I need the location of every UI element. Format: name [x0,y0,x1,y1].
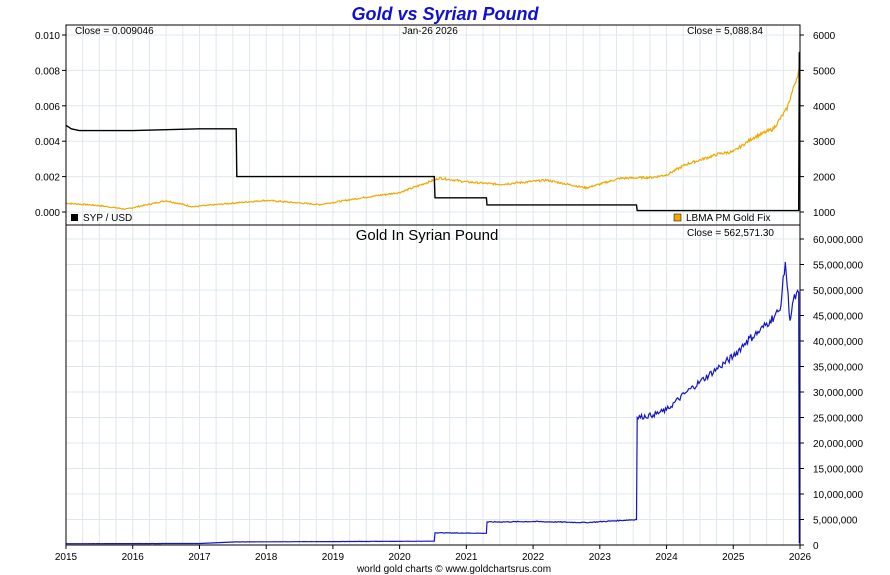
x-tick-label: 2026 [789,552,812,563]
y-right-tick-label: 1000 [813,208,836,219]
legend-swatch-lbma-gold [673,213,682,222]
y-right-tick-label: 50,000,000 [813,286,863,297]
y-right-tick-label: 55,000,000 [813,261,863,272]
bottom-panel: 0 5,000,000 10,000,000 15,000,000 20,000,000… [55,224,863,563]
top-date-label: Jan-26 2026 [402,26,458,37]
y-right-tick-label: 0 [813,541,819,552]
y-right-tick-label: 60,000,000 [813,235,863,246]
x-tick-label: 2023 [589,552,612,563]
legend-swatch-syp-usd [71,214,78,221]
y-right-tick-label: 45,000,000 [813,312,863,323]
x-tick-label: 2017 [188,552,211,563]
y-right-tick-label: 25,000,000 [813,414,863,425]
x-tick-label: 2016 [122,552,145,563]
top-left-close-label: Close = 0.009046 [75,26,154,37]
top-right-axis: 1000 2000 3000 4000 5000 6000 [800,31,836,219]
x-tick-label: 2015 [55,552,78,563]
y-right-tick-label: 4000 [813,102,836,113]
x-tick-label: 2022 [522,552,545,563]
y-left-tick-label: 0.010 [35,31,60,42]
y-right-tick-label: 30,000,000 [813,388,863,399]
bottom-grid [65,225,801,546]
y-right-tick-label: 3000 [813,137,836,148]
x-tick-label: 2019 [322,552,345,563]
top-panel: 0.000 0.002 0.004 0.006 0.008 0.010 1000 2000 3… [35,24,836,226]
x-tick-label: 2018 [255,552,278,563]
x-tick-label: 2025 [722,552,745,563]
series-line-syp-usd [65,51,801,212]
bottom-close-label: Close = 562,571.30 [687,228,774,239]
y-right-tick-label: 2000 [813,173,836,184]
x-axis: 2015 2016 2017 2018 2019 2020 2021 2022 2023 2024… [55,545,812,563]
y-left-tick-label: 0.008 [35,66,60,77]
y-left-tick-label: 0.006 [35,102,60,113]
top-grid [65,25,801,225]
x-tick-label: 2021 [455,552,478,563]
top-left-axis: 0.000 0.002 0.004 0.006 0.008 0.010 [35,31,66,219]
series-line-gold-in-syp [66,261,801,545]
y-right-tick-label: 5,000,000 [813,516,858,527]
x-tick-label: 2024 [655,552,678,563]
chart-title: Gold vs Syrian Pound [351,4,539,24]
y-right-tick-label: 10,000,000 [813,490,863,501]
y-right-tick-label: 5000 [813,66,836,77]
bottom-right-axis: 0 5,000,000 10,000,000 15,000,000 20,000,000… [800,235,863,552]
y-right-tick-label: 6000 [813,31,836,42]
y-left-tick-label: 0.004 [35,137,60,148]
y-left-tick-label: 0.000 [35,208,60,219]
y-left-tick-label: 0.002 [35,173,60,184]
x-tick-label: 2020 [389,552,412,563]
footer-credit: world gold charts © www.goldchartsrus.co… [356,564,551,575]
series-line-lbma-gold [65,66,801,210]
y-right-tick-label: 35,000,000 [813,363,863,374]
y-right-tick-label: 40,000,000 [813,337,863,348]
top-right-close-label: Close = 5,088.84 [687,26,763,37]
bottom-panel-frame [65,224,801,546]
legend-label-lbma-gold: LBMA PM Gold Fix [686,213,770,224]
legend-label-syp-usd: SYP / USD [83,213,132,224]
bottom-panel-title: Gold In Syrian Pound [356,227,499,244]
y-right-tick-label: 20,000,000 [813,439,863,450]
y-right-tick-label: 15,000,000 [813,465,863,476]
